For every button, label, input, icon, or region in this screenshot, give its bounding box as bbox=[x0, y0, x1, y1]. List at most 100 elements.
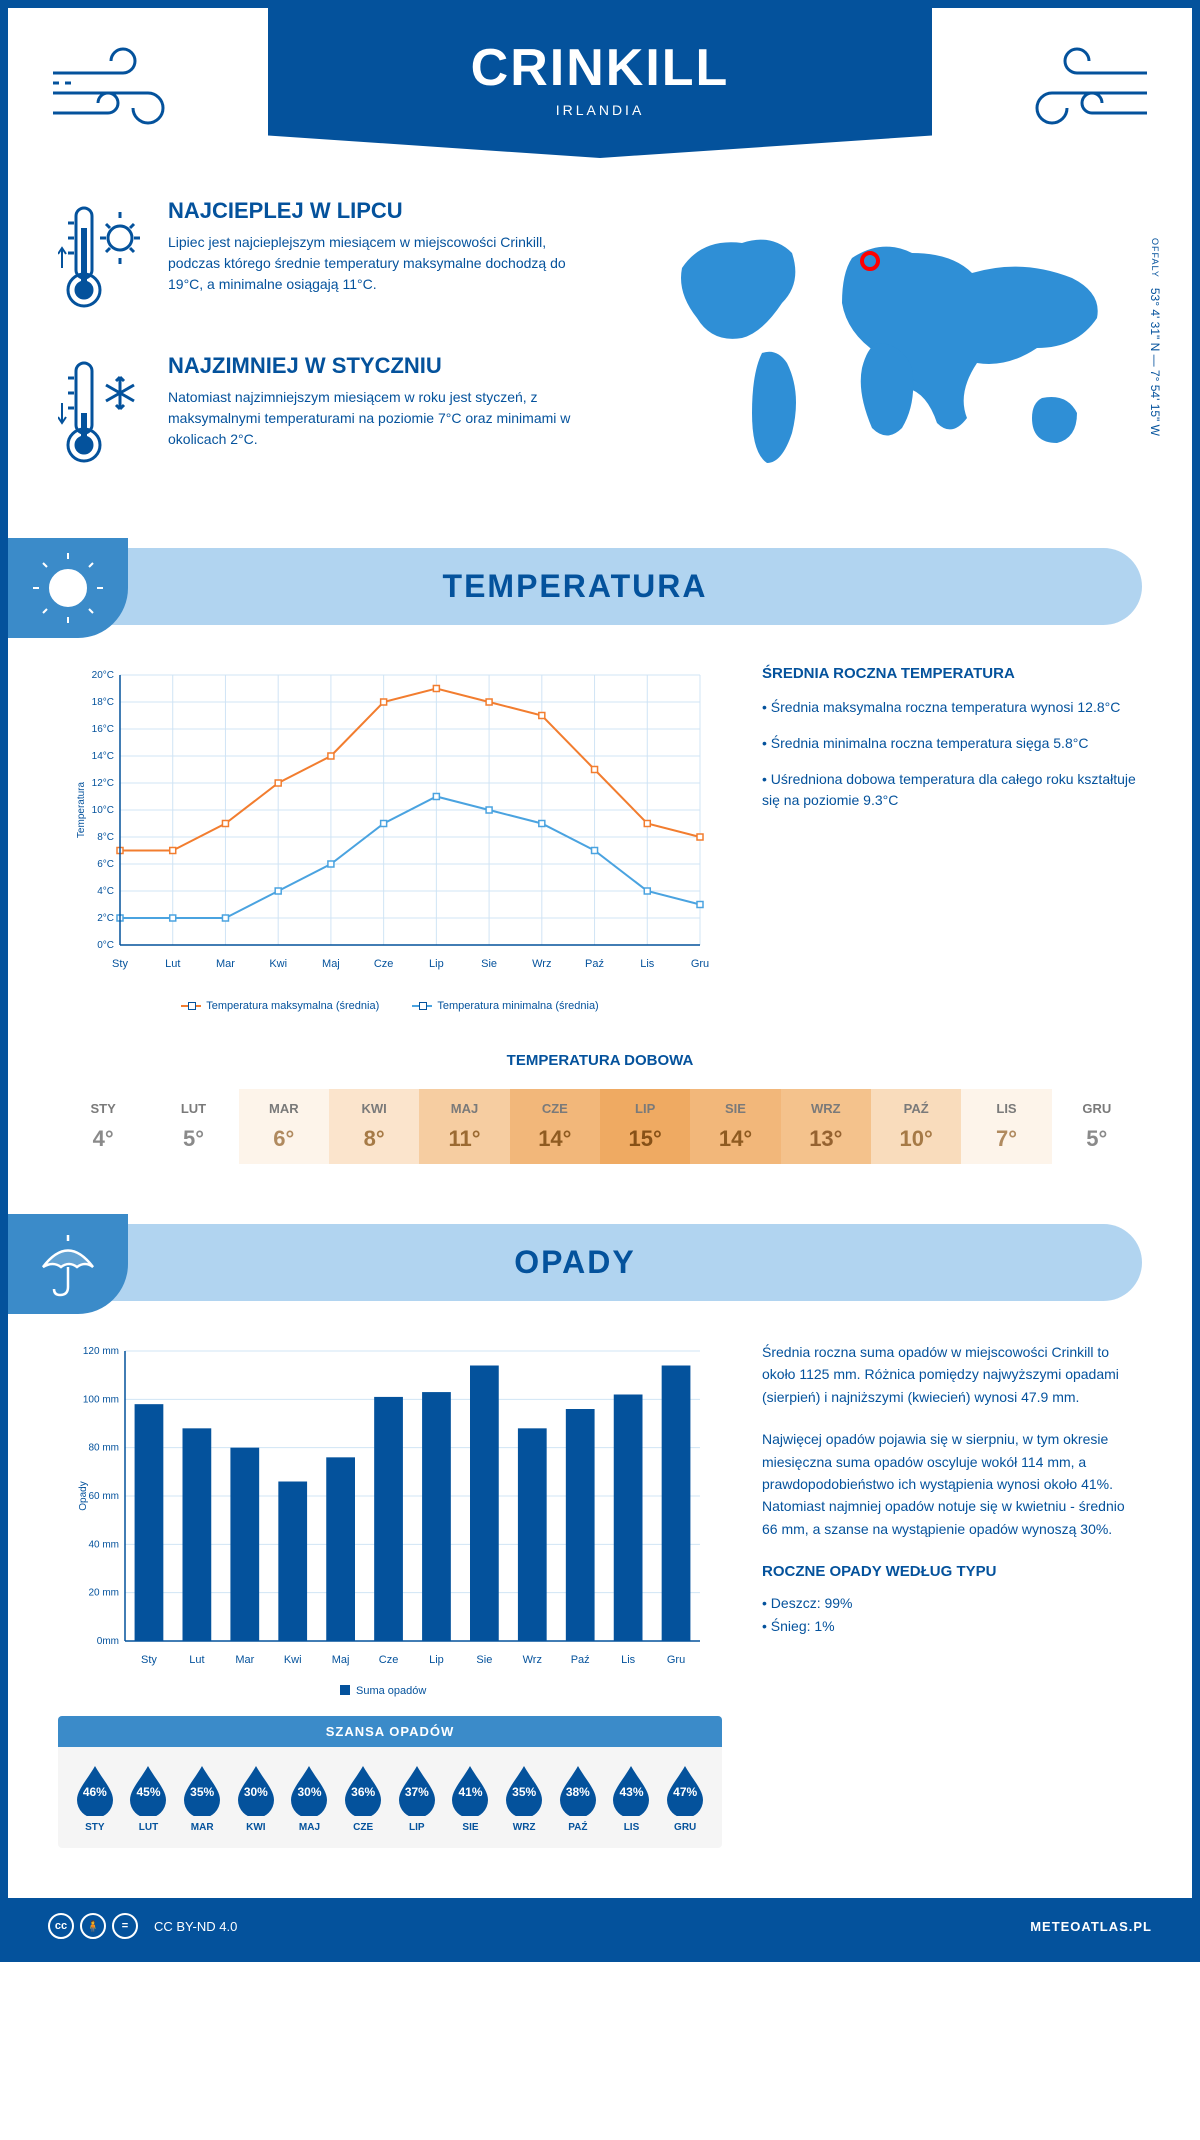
precipitation-section-header: OPADY bbox=[8, 1224, 1142, 1301]
svg-text:Paź: Paź bbox=[571, 1654, 590, 1666]
svg-text:20 mm: 20 mm bbox=[88, 1588, 119, 1599]
svg-text:Temperatura: Temperatura bbox=[76, 781, 87, 838]
svg-text:40 mm: 40 mm bbox=[88, 1539, 119, 1550]
warmest-title: NAJCIEPLEJ W LIPCU bbox=[168, 198, 602, 224]
svg-text:Kwi: Kwi bbox=[269, 958, 287, 970]
precip-summary-2: Najwięcej opadów pojawia się w sierpniu,… bbox=[762, 1428, 1142, 1540]
world-map bbox=[642, 198, 1142, 478]
svg-text:0°C: 0°C bbox=[97, 940, 114, 951]
annual-temp-bullets: Średnia maksymalna roczna temperatura wy… bbox=[762, 697, 1142, 811]
svg-text:Maj: Maj bbox=[332, 1654, 350, 1666]
coldest-text: Natomiast najzimniejszym miesiącem w rok… bbox=[168, 387, 602, 450]
svg-text:Lip: Lip bbox=[429, 958, 444, 970]
license-badges: cc 🧍 = CC BY-ND 4.0 bbox=[48, 1913, 237, 1939]
section-title: OPADY bbox=[8, 1244, 1142, 1281]
daily-temp-cell: MAR6° bbox=[239, 1089, 329, 1164]
coldest-fact: NAJZIMNIEJ W STYCZNIU Natomiast najzimni… bbox=[58, 353, 602, 478]
chance-cell: 47%GRU bbox=[658, 1762, 712, 1833]
warmest-text: Lipiec jest najcieplejszym miesiącem w m… bbox=[168, 232, 602, 295]
header-banner: CRINKILL IRLANDIA bbox=[268, 8, 932, 158]
license-text: CC BY-ND 4.0 bbox=[154, 1919, 237, 1934]
site-name: METEOATLAS.PL bbox=[1030, 1919, 1152, 1934]
daily-temp-cell: LIP15° bbox=[600, 1089, 690, 1164]
chance-cell: 30%KWI bbox=[229, 1762, 283, 1833]
svg-text:Gru: Gru bbox=[691, 958, 709, 970]
svg-text:14°C: 14°C bbox=[92, 751, 114, 762]
chance-cell: 30%MAJ bbox=[283, 1762, 337, 1833]
svg-text:Lut: Lut bbox=[189, 1654, 204, 1666]
svg-text:80 mm: 80 mm bbox=[88, 1443, 119, 1454]
section-title: TEMPERATURA bbox=[8, 568, 1142, 605]
daily-temp-cell: STY4° bbox=[58, 1089, 148, 1164]
chance-cell: 43%LIS bbox=[605, 1762, 659, 1833]
svg-text:Paź: Paź bbox=[585, 958, 604, 970]
svg-text:Cze: Cze bbox=[379, 1654, 399, 1666]
precipitation-bar-chart: 0mm 20 mm 40 mm 60 mm 80 mm 100 mm 120 mm Sty Lu… bbox=[58, 1341, 722, 1701]
svg-text:18°C: 18°C bbox=[92, 697, 114, 708]
chance-cell: 41%SIE bbox=[444, 1762, 498, 1833]
temperature-section-header: TEMPERATURA bbox=[8, 548, 1142, 625]
svg-text:10°C: 10°C bbox=[92, 805, 114, 816]
svg-text:Sty: Sty bbox=[141, 1654, 157, 1666]
daily-temp-cell: WRZ13° bbox=[781, 1089, 871, 1164]
svg-text:Sty: Sty bbox=[112, 958, 128, 970]
svg-text:Kwi: Kwi bbox=[284, 1654, 302, 1666]
daily-temp-cell: GRU5° bbox=[1052, 1089, 1142, 1164]
warmest-fact: NAJCIEPLEJ W LIPCU Lipiec jest najcieple… bbox=[58, 198, 602, 323]
daily-temp-title: TEMPERATURA DOBOWA bbox=[58, 1052, 1142, 1069]
daily-temp-cell: PAŹ10° bbox=[871, 1089, 961, 1164]
umbrella-icon bbox=[8, 1214, 128, 1314]
daily-temp-cell: LUT5° bbox=[148, 1089, 238, 1164]
precip-type-list: Deszcz: 99%Śnieg: 1% bbox=[762, 1592, 1142, 1637]
svg-text:20°C: 20°C bbox=[92, 670, 114, 681]
coldest-title: NAJZIMNIEJ W STYCZNIU bbox=[168, 353, 602, 379]
location-title: CRINKILL bbox=[268, 38, 932, 98]
thermometer-cold-icon bbox=[58, 353, 148, 478]
temperature-line-chart: 0°C2°C4°C6°C8°C10°C12°C14°C16°C18°C20°CS… bbox=[58, 665, 722, 985]
svg-text:Maj: Maj bbox=[322, 958, 340, 970]
by-icon: 🧍 bbox=[80, 1913, 106, 1939]
precip-summary-1: Średnia roczna suma opadów w miejscowośc… bbox=[762, 1341, 1142, 1408]
thermometer-hot-icon bbox=[58, 198, 148, 323]
svg-text:100 mm: 100 mm bbox=[83, 1394, 119, 1405]
chance-cell: 35%WRZ bbox=[497, 1762, 551, 1833]
svg-text:Wrz: Wrz bbox=[532, 958, 551, 970]
wind-decoration-right bbox=[1012, 38, 1152, 138]
svg-text:2°C: 2°C bbox=[97, 913, 114, 924]
svg-text:60 mm: 60 mm bbox=[88, 1491, 119, 1502]
svg-text:Lip: Lip bbox=[429, 1654, 444, 1666]
svg-text:Lis: Lis bbox=[640, 958, 655, 970]
chance-cell: 35%MAR bbox=[175, 1762, 229, 1833]
chance-title: SZANSA OPADÓW bbox=[58, 1716, 722, 1747]
sun-icon bbox=[8, 538, 128, 638]
svg-text:Cze: Cze bbox=[374, 958, 394, 970]
cc-icon: cc bbox=[48, 1913, 74, 1939]
svg-text:Sie: Sie bbox=[481, 958, 497, 970]
svg-text:6°C: 6°C bbox=[97, 859, 114, 870]
coordinates: OFFALY 53° 4' 31" N — 7° 54' 15" W bbox=[1148, 238, 1162, 436]
svg-text:Wrz: Wrz bbox=[523, 1654, 542, 1666]
svg-text:Mar: Mar bbox=[235, 1654, 254, 1666]
daily-temp-cell: MAJ11° bbox=[419, 1089, 509, 1164]
footer: cc 🧍 = CC BY-ND 4.0 METEOATLAS.PL bbox=[8, 1898, 1192, 1954]
svg-text:0mm: 0mm bbox=[97, 1636, 119, 1647]
daily-temp-grid: STY4°LUT5°MAR6°KWI8°MAJ11°CZE14°LIP15°SI… bbox=[58, 1089, 1142, 1164]
daily-temp-cell: KWI8° bbox=[329, 1089, 419, 1164]
svg-text:Mar: Mar bbox=[216, 958, 235, 970]
svg-text:Suma opadów: Suma opadów bbox=[356, 1685, 426, 1697]
precip-type-title: ROCZNE OPADY WEDŁUG TYPU bbox=[762, 1560, 1142, 1584]
nd-icon: = bbox=[112, 1913, 138, 1939]
daily-temp-cell: SIE14° bbox=[690, 1089, 780, 1164]
svg-text:120 mm: 120 mm bbox=[83, 1346, 119, 1357]
wind-decoration-left bbox=[48, 38, 188, 138]
svg-text:Opady: Opady bbox=[78, 1481, 89, 1510]
svg-text:Lis: Lis bbox=[621, 1654, 636, 1666]
country-label: IRLANDIA bbox=[268, 102, 932, 118]
svg-text:16°C: 16°C bbox=[92, 724, 114, 735]
chance-cell: 36%CZE bbox=[336, 1762, 390, 1833]
daily-temp-cell: CZE14° bbox=[510, 1089, 600, 1164]
daily-temp-cell: LIS7° bbox=[961, 1089, 1051, 1164]
chart-legend: .legend-swatch::after{border-color:inher… bbox=[58, 1000, 722, 1012]
annual-temp-title: ŚREDNIA ROCZNA TEMPERATURA bbox=[762, 665, 1142, 682]
svg-text:12°C: 12°C bbox=[92, 778, 114, 789]
